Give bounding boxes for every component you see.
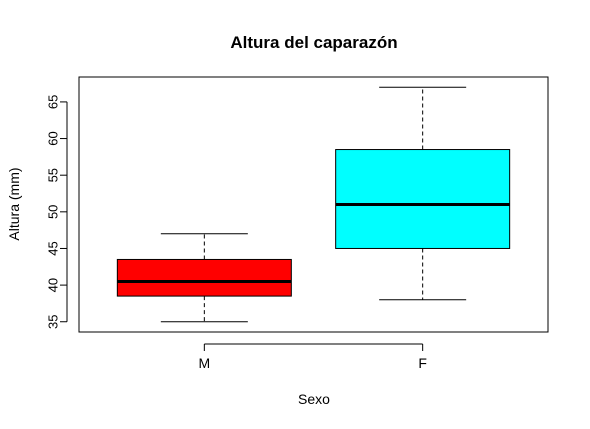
y-axis: 35 40 45 50 55 60 65 — [46, 95, 68, 329]
x-tick-label: F — [418, 355, 427, 371]
y-tick-label: 35 — [46, 315, 61, 329]
y-tick-label: 40 — [46, 278, 61, 292]
y-tick-label: 55 — [46, 168, 61, 182]
box-F — [335, 86, 511, 301]
iqr-box — [116, 258, 292, 297]
iqr-box — [335, 149, 511, 249]
box-M — [116, 233, 292, 323]
x-axis-label: Sexo — [298, 391, 330, 407]
y-tick-label: 45 — [46, 241, 61, 255]
plot-frame — [78, 76, 549, 333]
y-tick-label: 60 — [46, 131, 61, 145]
x-tick-label: M — [198, 355, 210, 371]
y-tick-label: 50 — [46, 205, 61, 219]
chart-title: Altura del caparazón — [230, 33, 397, 52]
y-tick-label: 65 — [46, 95, 61, 109]
y-axis-label: Altura (mm) — [6, 167, 22, 240]
boxes — [116, 86, 511, 323]
